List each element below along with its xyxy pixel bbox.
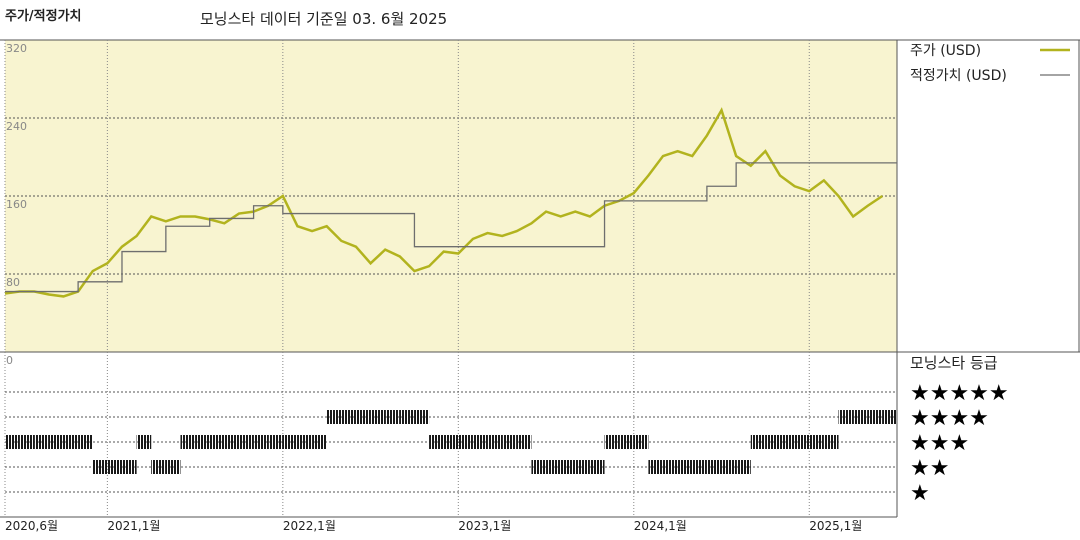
rating-bar xyxy=(516,435,532,449)
rating-bar xyxy=(546,460,561,474)
rating-bar xyxy=(706,460,722,474)
rating-bar xyxy=(853,410,868,424)
rating-label: ★★ xyxy=(910,456,949,481)
x-tick-label: 2022,1월 xyxy=(283,519,336,533)
rating-bar xyxy=(238,435,254,449)
rating-bar xyxy=(721,460,737,474)
rating-bar xyxy=(677,460,693,474)
rating-bar xyxy=(107,460,122,474)
rating-bar xyxy=(429,435,444,449)
rating-bar xyxy=(5,435,20,449)
rating-bar xyxy=(180,435,196,449)
x-tick-label: 2024,1월 xyxy=(634,519,687,533)
y-tick-label: 160 xyxy=(6,198,27,211)
y-tick-label: 80 xyxy=(6,276,20,289)
rating-bar xyxy=(385,410,400,424)
rating-bar xyxy=(399,410,415,424)
rating-bar xyxy=(648,460,664,474)
rating-bar xyxy=(882,410,897,424)
rating-bar xyxy=(604,435,620,449)
rating-bar xyxy=(765,435,781,449)
rating-bar xyxy=(663,460,678,474)
rating-bar xyxy=(794,435,810,449)
rating-bar xyxy=(224,435,239,449)
series-line xyxy=(4,107,884,298)
legend-label: 적정가치 (USD) xyxy=(910,68,1007,84)
rating-bar xyxy=(619,435,634,449)
rating-bar xyxy=(312,435,327,449)
rating-bar xyxy=(253,435,269,449)
rating-bar xyxy=(823,435,839,449)
rating-bar xyxy=(589,460,605,474)
rating-bar xyxy=(48,435,64,449)
rating-label: ★★★ xyxy=(910,431,969,456)
y-tick-label: 240 xyxy=(6,120,27,133)
rating-bar xyxy=(838,410,854,424)
x-tick-label: 2021,1월 xyxy=(107,519,160,533)
rating-bar xyxy=(341,410,356,424)
rating-bar xyxy=(326,410,342,424)
rating-bar xyxy=(487,435,503,449)
rating-bar xyxy=(92,460,108,474)
rating-bar xyxy=(370,410,386,424)
rating-label: ★ xyxy=(910,481,930,506)
rating-bar xyxy=(736,460,751,474)
rating-bar xyxy=(78,435,93,449)
rating-bar xyxy=(268,435,283,449)
rating-bar xyxy=(809,435,824,449)
y-tick-label: 0 xyxy=(6,354,13,367)
x-tick-label: 2023,1월 xyxy=(458,519,511,533)
rating-bar xyxy=(458,435,473,449)
rating-bar xyxy=(195,435,210,449)
chart-subtitle: 모닝스타 데이터 기준일 03. 6월 2025 xyxy=(200,10,447,28)
legend-label: 주가 (USD) xyxy=(910,43,981,59)
rating-bar xyxy=(355,410,371,424)
rating-bar xyxy=(414,410,430,424)
rating-bar xyxy=(165,460,181,474)
rating-bar xyxy=(750,435,766,449)
rating-bar xyxy=(209,435,225,449)
rating-bar xyxy=(63,435,79,449)
rating-bar xyxy=(151,460,166,474)
rating-title: 모닝스타 등급 xyxy=(910,354,998,372)
rating-bar xyxy=(121,460,137,474)
rating-bar xyxy=(780,435,795,449)
rating-bar xyxy=(443,435,459,449)
x-tick-label: 2025,1월 xyxy=(809,519,862,533)
rating-bar xyxy=(575,460,590,474)
rating-bar xyxy=(633,435,649,449)
rating-bar xyxy=(472,435,488,449)
rating-bar xyxy=(282,435,298,449)
rating-label: ★★★★★ xyxy=(910,381,1009,406)
y-tick-label: 320 xyxy=(6,42,27,55)
series-line xyxy=(5,162,897,293)
rating-bar xyxy=(502,435,517,449)
rating-bar xyxy=(692,460,707,474)
rating-bar xyxy=(531,460,547,474)
rating-bar xyxy=(136,435,152,449)
rating-bar xyxy=(560,460,576,474)
rating-bar xyxy=(34,435,49,449)
rating-bar xyxy=(297,435,313,449)
x-tick-label: 2020,6월 xyxy=(5,519,58,533)
rating-bar xyxy=(19,435,35,449)
rating-bar xyxy=(867,410,883,424)
chart-title: 주가/적정가치 xyxy=(5,8,82,24)
rating-label: ★★★★ xyxy=(910,406,989,431)
